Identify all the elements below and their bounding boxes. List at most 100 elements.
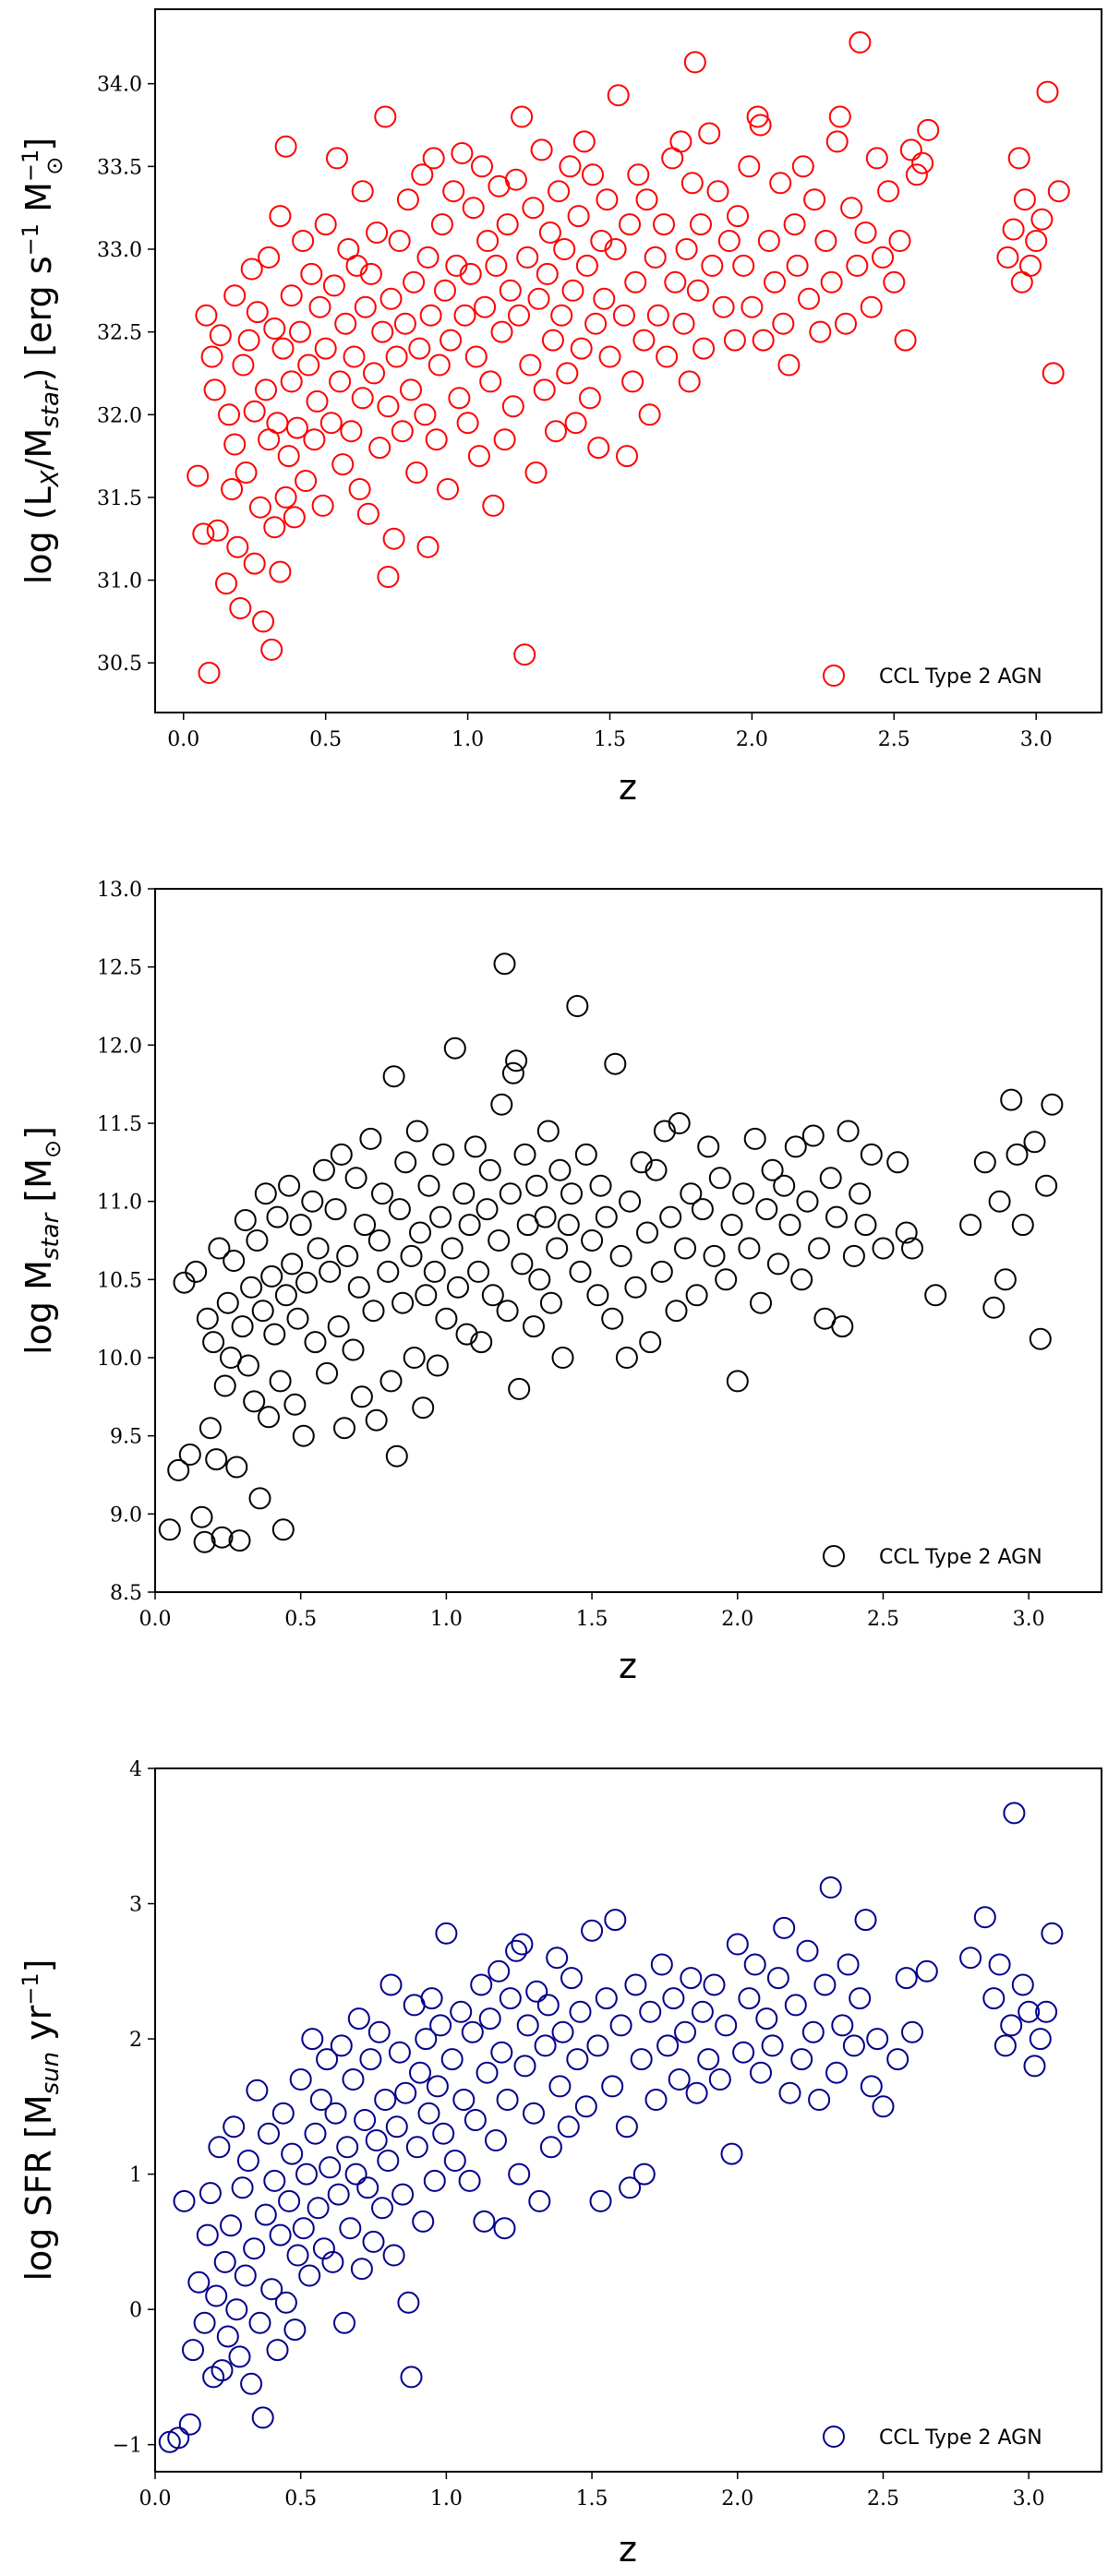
scatter-point [895,1967,918,1990]
scatter-point [342,1338,365,1361]
scatter-point [306,389,329,413]
scatter-point [493,953,516,976]
y-tick-label: 31.5 [97,487,142,510]
scatter-point [715,2014,738,2037]
scatter-point [738,155,761,178]
scatter-point [697,2048,720,2071]
scatter-point [1029,1327,1052,1350]
scatter-point [356,502,379,525]
scatter-point [764,270,786,294]
scatter-point [203,378,226,401]
scatter-point [825,1205,848,1228]
scatter-point [587,437,610,460]
scatter-point [1000,2014,1023,2037]
scatter-point [959,1214,982,1237]
scatter-point [662,1987,685,2010]
scatter-point [813,1973,837,1996]
scatter-point [246,1229,269,1252]
scatter-point [513,2055,536,2078]
scatter-point [254,2203,277,2226]
scatter-point [396,188,419,211]
x-tick-label: 0.5 [309,728,342,751]
scatter-point [1029,2028,1052,2051]
scatter-point [347,2007,370,2031]
scatter-point [304,2122,327,2145]
scatter-point [604,1909,627,1932]
scatter-point [371,320,394,343]
scatter-point [301,2028,324,2051]
scatter-point [228,1529,251,1552]
scatter-point [504,168,527,191]
scatter-point [340,420,363,443]
scatter-point [973,1906,996,1929]
scatter-point [548,2075,572,2098]
scatter-point [708,1167,731,1190]
scatter-point [534,2034,557,2057]
scatter-point [630,1151,653,1174]
scatter-point [550,304,573,327]
scatter-point [283,1393,307,1416]
scatter-point [621,370,644,393]
scatter-point [854,1214,877,1237]
scatter-point [408,337,431,360]
scatter-point [619,2176,642,2199]
scatter-point [796,1939,819,1962]
scatter-point [393,312,416,335]
scatter-point [726,1933,749,1956]
scatter-point [400,2366,423,2389]
scatter-point [854,1909,877,1932]
scatter-point [650,1260,673,1283]
scatter-point [167,2426,190,2450]
data-points [187,30,1070,684]
x-tick-label: 1.0 [452,728,484,751]
scatter-point [409,1221,431,1244]
scatter-point [461,2020,484,2043]
scatter-point [523,2102,545,2125]
y-tick-label: 31.0 [97,570,142,593]
scatter-point [564,412,587,435]
scatter-point [1023,2055,1046,2078]
y-tick-label: 3 [129,1894,142,1917]
scatter-point [849,1182,872,1205]
scatter-point [604,238,627,260]
scatter-point [697,1135,720,1158]
scatter-point [749,114,772,137]
scatter-point [872,246,894,269]
y-tick-label: 2 [129,2029,142,2052]
scatter-point [1025,230,1048,252]
scatter-point [490,320,513,343]
scatter-point [604,1052,627,1075]
scatter-point [624,1276,647,1299]
scatter-point [388,1198,411,1221]
y-tick-label: 8.5 [110,1582,142,1605]
scatter-point [260,2278,283,2301]
scatter-point [344,1167,367,1190]
scatter-point [240,258,263,281]
y-tick-label: 11.5 [97,1113,142,1136]
scatter-point [388,2041,411,2064]
scatter-point [701,254,724,277]
scatter-point [251,2406,274,2429]
scatter-point [445,254,468,277]
scatter-point [566,2048,589,2071]
scatter-point [557,2115,580,2139]
scatter-point [423,2169,446,2192]
scatter-point [400,1244,423,1267]
scatter-point [894,329,917,352]
scatter-point [772,312,795,335]
scatter-point [382,2244,405,2267]
scatter-point [796,1190,819,1213]
scatter-point [1011,1214,1034,1237]
scatter-point [255,378,277,401]
scatter-point [435,1307,458,1330]
scatter-point [1018,2000,1041,2023]
scatter-point [467,1260,490,1283]
scatter-point [546,1237,569,1260]
scatter-point [471,155,493,178]
scatter-point [269,2223,292,2247]
scatter-point [803,188,826,211]
scatter-point [635,188,658,211]
scatter-point [246,301,269,324]
scatter-point [278,1174,301,1197]
scatter-point [723,329,746,352]
